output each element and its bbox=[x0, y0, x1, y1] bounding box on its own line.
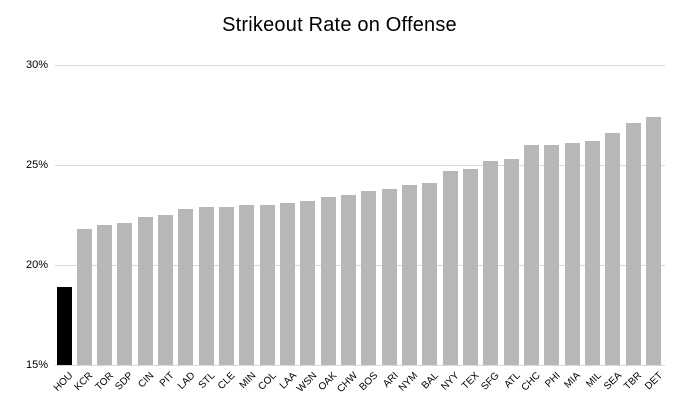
bar-OAK bbox=[320, 197, 336, 365]
x-tick-label-BAL: BAL bbox=[419, 370, 442, 392]
x-tick-label-OAK: OAK bbox=[316, 370, 340, 394]
y-tick-label-20%: 20% bbox=[25, 259, 48, 271]
bar-HOU bbox=[56, 287, 72, 365]
x-tick-label-TEX: TEX bbox=[460, 370, 482, 392]
bar-LAA bbox=[280, 203, 296, 365]
bar-BOS bbox=[361, 191, 377, 365]
gridline-15% bbox=[55, 365, 665, 366]
x-tick-label-SDP: SDP bbox=[113, 370, 137, 393]
bar-DET bbox=[646, 117, 662, 365]
gridline-25% bbox=[55, 165, 665, 166]
plot-area bbox=[55, 65, 665, 366]
bar-TBR bbox=[625, 123, 641, 365]
bar-WSN bbox=[300, 201, 316, 365]
bar-SDP bbox=[117, 223, 133, 365]
x-tick-label-LAA: LAA bbox=[277, 370, 299, 392]
bar-MIA bbox=[564, 143, 580, 365]
x-tick-label-PIT: PIT bbox=[157, 370, 177, 390]
x-tick-label-NYY: NYY bbox=[439, 370, 462, 393]
x-tick-label-CHC: CHC bbox=[519, 370, 543, 394]
x-tick-label-CLE: CLE bbox=[216, 370, 238, 392]
bar-CIN bbox=[137, 217, 153, 365]
bar-PIT bbox=[158, 215, 174, 365]
bar-TOR bbox=[97, 225, 113, 365]
bar-NYM bbox=[402, 185, 418, 365]
bar-COL bbox=[259, 205, 275, 365]
gridline-30% bbox=[55, 65, 665, 66]
x-tick-label-BOS: BOS bbox=[357, 370, 381, 394]
bar-CLE bbox=[219, 207, 235, 365]
bar-SFG bbox=[483, 161, 499, 365]
bar-ARI bbox=[381, 189, 397, 365]
chart-title: Strikeout Rate on Offense bbox=[222, 14, 457, 36]
y-tick-label-25%: 25% bbox=[25, 159, 48, 171]
bar-SEA bbox=[605, 133, 621, 365]
bar-TEX bbox=[463, 169, 479, 365]
x-tick-label-PHI: PHI bbox=[543, 370, 563, 390]
x-tick-label-LAD: LAD bbox=[175, 370, 198, 392]
y-tick-label-15%: 15% bbox=[25, 359, 48, 371]
bar-PHI bbox=[544, 145, 560, 365]
bar-MIN bbox=[239, 205, 255, 365]
x-tick-label-SEA: SEA bbox=[602, 370, 624, 393]
x-tick-label-HOU: HOU bbox=[51, 370, 76, 394]
x-tick-label-SFG: SFG bbox=[479, 370, 503, 393]
x-tick-label-ATL: ATL bbox=[502, 370, 523, 391]
x-tick-label-CIN: CIN bbox=[136, 370, 157, 391]
x-tick-label-MIL: MIL bbox=[584, 370, 604, 390]
bar-BAL bbox=[422, 183, 438, 365]
bar-ATL bbox=[503, 159, 519, 365]
x-tick-label-NYM: NYM bbox=[397, 370, 421, 394]
gridline-20% bbox=[55, 265, 665, 266]
x-tick-label-STL: STL bbox=[196, 370, 218, 392]
y-tick-label-30%: 30% bbox=[25, 59, 48, 71]
x-tick-label-CHW: CHW bbox=[335, 370, 360, 395]
x-tick-label-KCR: KCR bbox=[72, 370, 96, 394]
x-tick-label-ARI: ARI bbox=[380, 370, 401, 390]
bar-CHC bbox=[524, 145, 540, 365]
x-tick-label-MIA: MIA bbox=[562, 370, 584, 391]
x-tick-label-TOR: TOR bbox=[93, 370, 116, 393]
bar-NYY bbox=[442, 171, 458, 365]
x-tick-label-COL: COL bbox=[256, 370, 279, 393]
bar-STL bbox=[198, 207, 214, 365]
bar-MIL bbox=[585, 141, 601, 365]
x-tick-label-WSN: WSN bbox=[294, 370, 320, 395]
bar-LAD bbox=[178, 209, 194, 365]
x-tick-label-MIN: MIN bbox=[237, 370, 259, 392]
x-tick-label-TBR: TBR bbox=[622, 370, 645, 393]
bar-KCR bbox=[76, 229, 92, 365]
x-tick-label-DET: DET bbox=[642, 370, 665, 393]
bar-CHW bbox=[341, 195, 357, 365]
